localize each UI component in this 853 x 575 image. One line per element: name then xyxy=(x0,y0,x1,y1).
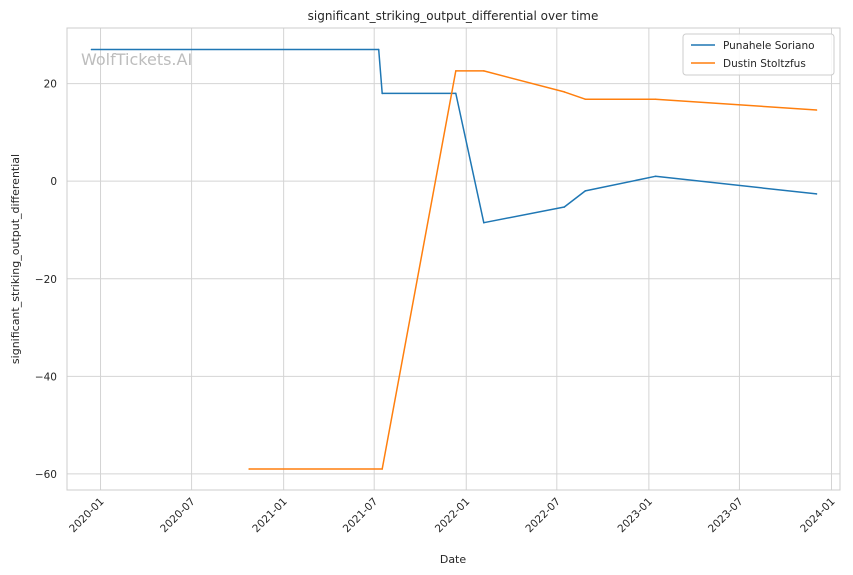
grid-lines xyxy=(67,28,840,490)
legend: Punahele Soriano Dustin Stoltzfus xyxy=(682,33,835,76)
y-tick-label: −20 xyxy=(35,274,57,286)
x-tick-label: 2023-07 xyxy=(706,496,746,536)
x-axis-label: Date xyxy=(440,553,467,566)
y-tick-label: 0 xyxy=(50,176,57,188)
data-point-punahele-soriano xyxy=(815,193,818,195)
data-point-dustin-stoltzfus xyxy=(563,91,566,93)
data-point-dustin-stoltzfus xyxy=(248,468,250,470)
x-tick-label: 2023-01 xyxy=(615,496,655,536)
data-point-punahele-soriano xyxy=(584,190,587,192)
y-tick-label: −60 xyxy=(35,469,57,481)
series-line-dustin-stoltzfus xyxy=(249,70,817,470)
x-tick-label: 2021-01 xyxy=(250,496,290,536)
chart-title: significant_striking_output_differential… xyxy=(308,9,599,23)
watermark: WolfTickets.AI xyxy=(81,50,192,69)
data-point-dustin-stoltzfus xyxy=(455,70,457,72)
y-axis-label: significant_striking_output_differential xyxy=(9,154,22,364)
data-point-punahele-soriano xyxy=(563,206,566,208)
data-point-dustin-stoltzfus xyxy=(483,70,485,72)
data-point-dustin-stoltzfus xyxy=(584,98,587,100)
x-tick-labels: 2020-01 2020-07 2021-01 2021-07 2022-01 2022-… xyxy=(67,496,837,536)
x-tick-label: 2024-01 xyxy=(798,496,838,536)
x-tick-label: 2020-07 xyxy=(158,496,198,536)
data-point-punahele-soriano xyxy=(377,48,380,51)
data-point-punahele-soriano xyxy=(483,221,485,224)
y-tick-labels: −60 −40 −20 0 20 xyxy=(35,79,57,481)
series-lines xyxy=(90,48,818,470)
data-point-punahele-soriano xyxy=(455,92,457,95)
plot-frame xyxy=(66,27,841,491)
data-point-dustin-stoltzfus xyxy=(381,468,384,470)
x-tick-label: 2022-01 xyxy=(433,496,473,536)
data-point-dustin-stoltzfus xyxy=(815,109,818,111)
legend-box xyxy=(682,33,835,76)
x-tick-label: 2020-01 xyxy=(67,496,107,536)
data-point-punahele-soriano xyxy=(90,48,93,51)
data-point-dustin-stoltzfus xyxy=(654,98,657,100)
x-tick-label: 2022-07 xyxy=(523,496,563,536)
data-point-punahele-soriano xyxy=(654,175,657,178)
x-tick-label: 2021-07 xyxy=(341,496,381,536)
data-point-punahele-soriano xyxy=(381,92,384,95)
y-tick-label: −40 xyxy=(35,371,57,383)
legend-label-punahele-soriano: Punahele Soriano xyxy=(723,40,815,52)
legend-label-dustin-stoltzfus: Dustin Stoltzfus xyxy=(723,58,806,70)
y-tick-label: 20 xyxy=(44,79,57,91)
